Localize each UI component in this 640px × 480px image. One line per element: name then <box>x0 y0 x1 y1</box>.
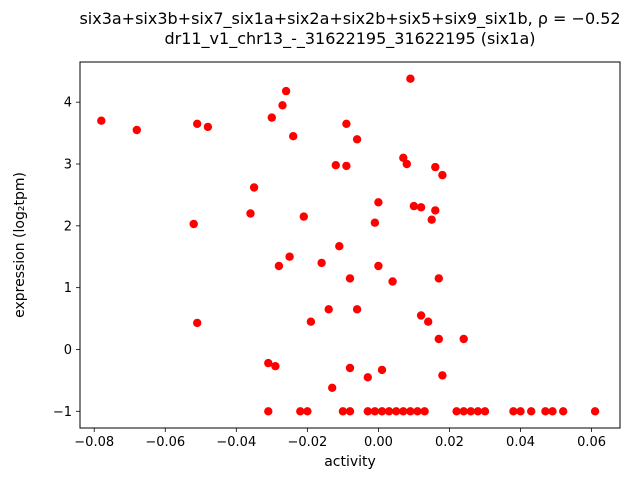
y-axis-label: expression (log₂tpm) <box>12 172 28 318</box>
data-point <box>466 407 475 416</box>
data-point <box>431 206 440 215</box>
x-tick-label: 0.06 <box>577 435 606 450</box>
x-tick-label: −0.02 <box>287 435 327 450</box>
data-point <box>342 119 351 128</box>
x-tick-label: 0.00 <box>364 435 393 450</box>
x-tick-label: 0.04 <box>506 435 535 450</box>
chart-title-line1: six3a+six3b+six7_six1a+six2a+six2b+six5+… <box>79 9 620 29</box>
data-point <box>203 122 213 132</box>
x-tick-label: −0.04 <box>216 435 256 450</box>
data-point <box>406 74 415 83</box>
data-point <box>335 242 344 251</box>
data-point <box>249 183 259 192</box>
data-point <box>527 407 536 416</box>
data-point <box>342 161 351 171</box>
y-tick-label: −1 <box>53 405 72 420</box>
data-point <box>374 198 383 207</box>
data-point <box>363 373 372 382</box>
data-point <box>193 318 202 328</box>
data-point <box>413 407 422 416</box>
data-point <box>289 132 298 141</box>
data-point <box>459 407 468 416</box>
data-point <box>352 305 362 314</box>
data-point <box>246 209 255 218</box>
data-point <box>452 407 461 416</box>
x-tick-label: 0.02 <box>435 435 464 450</box>
data-point <box>516 407 525 416</box>
data-point <box>392 407 401 416</box>
data-point <box>331 161 340 170</box>
data-point <box>434 334 443 344</box>
y-tick-label: 0 <box>64 343 72 358</box>
data-point <box>370 407 380 416</box>
data-point <box>264 407 273 416</box>
data-point <box>438 170 447 180</box>
data-point <box>345 363 355 373</box>
data-point <box>377 407 387 416</box>
data-point <box>548 407 557 416</box>
y-tick-label: 4 <box>64 96 72 111</box>
data-point <box>416 311 426 320</box>
x-tick-label: −0.08 <box>74 435 114 450</box>
data-point <box>420 407 429 416</box>
data-point <box>377 365 387 375</box>
data-point <box>424 317 433 326</box>
data-point <box>189 219 198 229</box>
data-point <box>473 407 483 416</box>
data-point <box>285 252 294 261</box>
plot-area-border <box>79 61 621 429</box>
data-point <box>431 162 440 172</box>
data-point <box>345 274 355 283</box>
data-point <box>402 159 411 169</box>
data-point <box>363 407 372 416</box>
data-point <box>193 119 202 128</box>
data-point <box>509 407 518 416</box>
data-point <box>271 362 280 371</box>
data-point <box>438 371 447 380</box>
data-point <box>303 407 312 416</box>
y-tick-label: 1 <box>64 281 72 296</box>
data-point <box>416 203 426 212</box>
data-point <box>459 334 468 344</box>
data-point <box>399 153 408 162</box>
data-point <box>324 305 333 314</box>
data-point <box>296 407 305 416</box>
data-point <box>278 101 287 110</box>
data-point <box>541 407 550 416</box>
data-point <box>281 86 291 96</box>
data-point <box>434 274 443 283</box>
data-point <box>559 407 568 416</box>
data-point <box>328 383 337 392</box>
data-point <box>345 407 355 416</box>
data-point <box>306 317 316 326</box>
data-point <box>264 358 273 368</box>
data-point <box>409 201 419 211</box>
data-point <box>352 135 362 144</box>
data-point <box>132 125 141 135</box>
chart-title-line2: dr11_v1_chr13_-_31622195_31622195 (six1a… <box>164 29 535 49</box>
data-point <box>274 261 284 271</box>
data-point <box>374 261 383 271</box>
y-tick-label: 3 <box>64 158 72 173</box>
data-point <box>267 113 276 122</box>
data-point <box>399 407 408 416</box>
data-point <box>338 407 348 416</box>
data-point <box>388 277 397 286</box>
data-point <box>590 407 600 416</box>
data-point <box>299 212 308 221</box>
x-tick-label: −0.06 <box>145 435 185 450</box>
data-point <box>406 407 415 416</box>
data-point <box>427 215 436 224</box>
data-point <box>317 258 326 268</box>
y-tick-label: 2 <box>64 219 72 234</box>
data-point <box>384 407 394 416</box>
data-point <box>97 116 106 125</box>
data-point <box>480 407 490 416</box>
data-point <box>370 218 380 227</box>
x-axis-label: activity <box>324 454 376 470</box>
